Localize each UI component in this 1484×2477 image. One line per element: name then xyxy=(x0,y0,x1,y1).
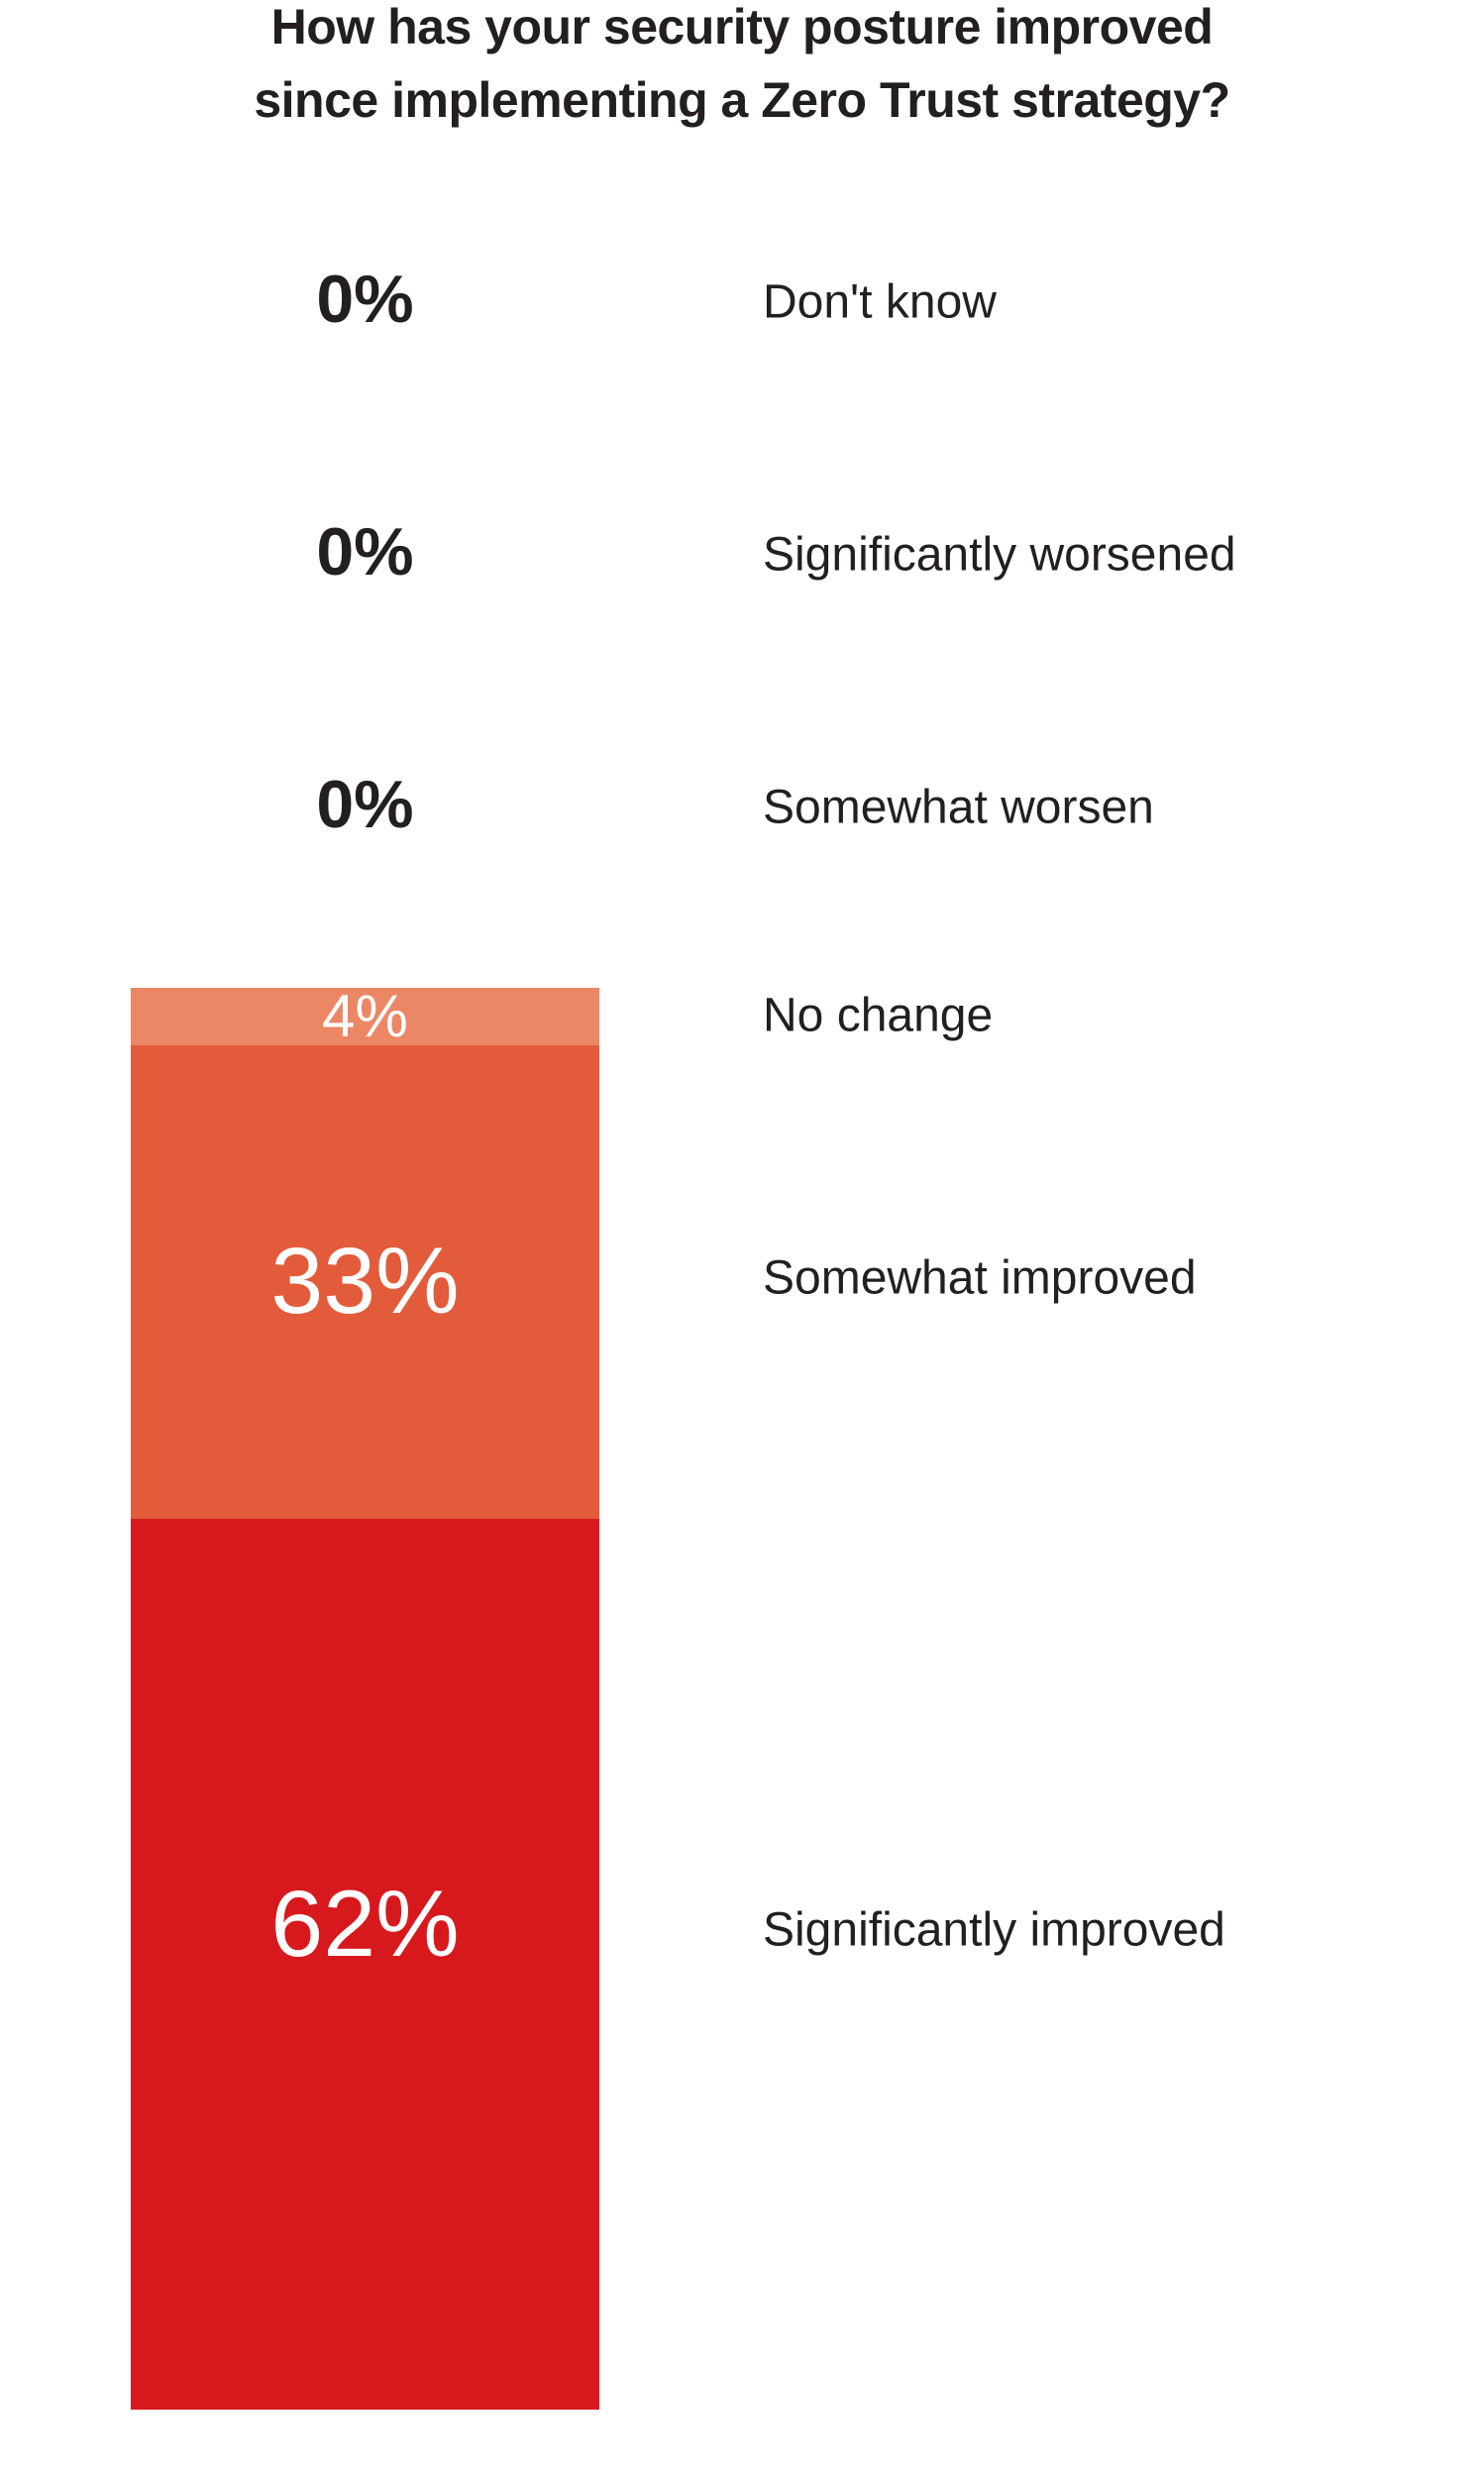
value-label-no-change: 4% xyxy=(322,983,408,1049)
bar-segment-no-change: 4% xyxy=(131,983,599,1049)
category-label-significantly-worsened: Significantly worsened xyxy=(763,528,1236,582)
value-label-somewhat-improved: 33% xyxy=(270,1229,460,1335)
chart-title: How has your security posture improved s… xyxy=(0,0,1484,137)
category-label-somewhat-improved: Somewhat improved xyxy=(763,1251,1197,1305)
bar-segment-somewhat-improved: 33% xyxy=(131,1044,599,1519)
value-label-dont-know: 0% xyxy=(316,262,414,337)
category-label-somewhat-worsen: Somewhat worsen xyxy=(763,781,1154,834)
category-label-dont-know: Don't know xyxy=(763,275,997,329)
category-label-significantly-improved: Significantly improved xyxy=(763,1903,1225,1957)
value-label-significantly-improved: 62% xyxy=(270,1872,460,1977)
category-label-no-change: No change xyxy=(763,989,994,1042)
bar-segment-significantly-improved: 62% xyxy=(131,1519,599,2410)
value-label-somewhat-worsen: 0% xyxy=(316,767,414,842)
chart-title-line-2: since implementing a Zero Trust strategy… xyxy=(254,72,1230,128)
value-label-significantly-worsened: 0% xyxy=(316,514,414,590)
chart-title-line-1: How has your security posture improved xyxy=(270,0,1214,54)
